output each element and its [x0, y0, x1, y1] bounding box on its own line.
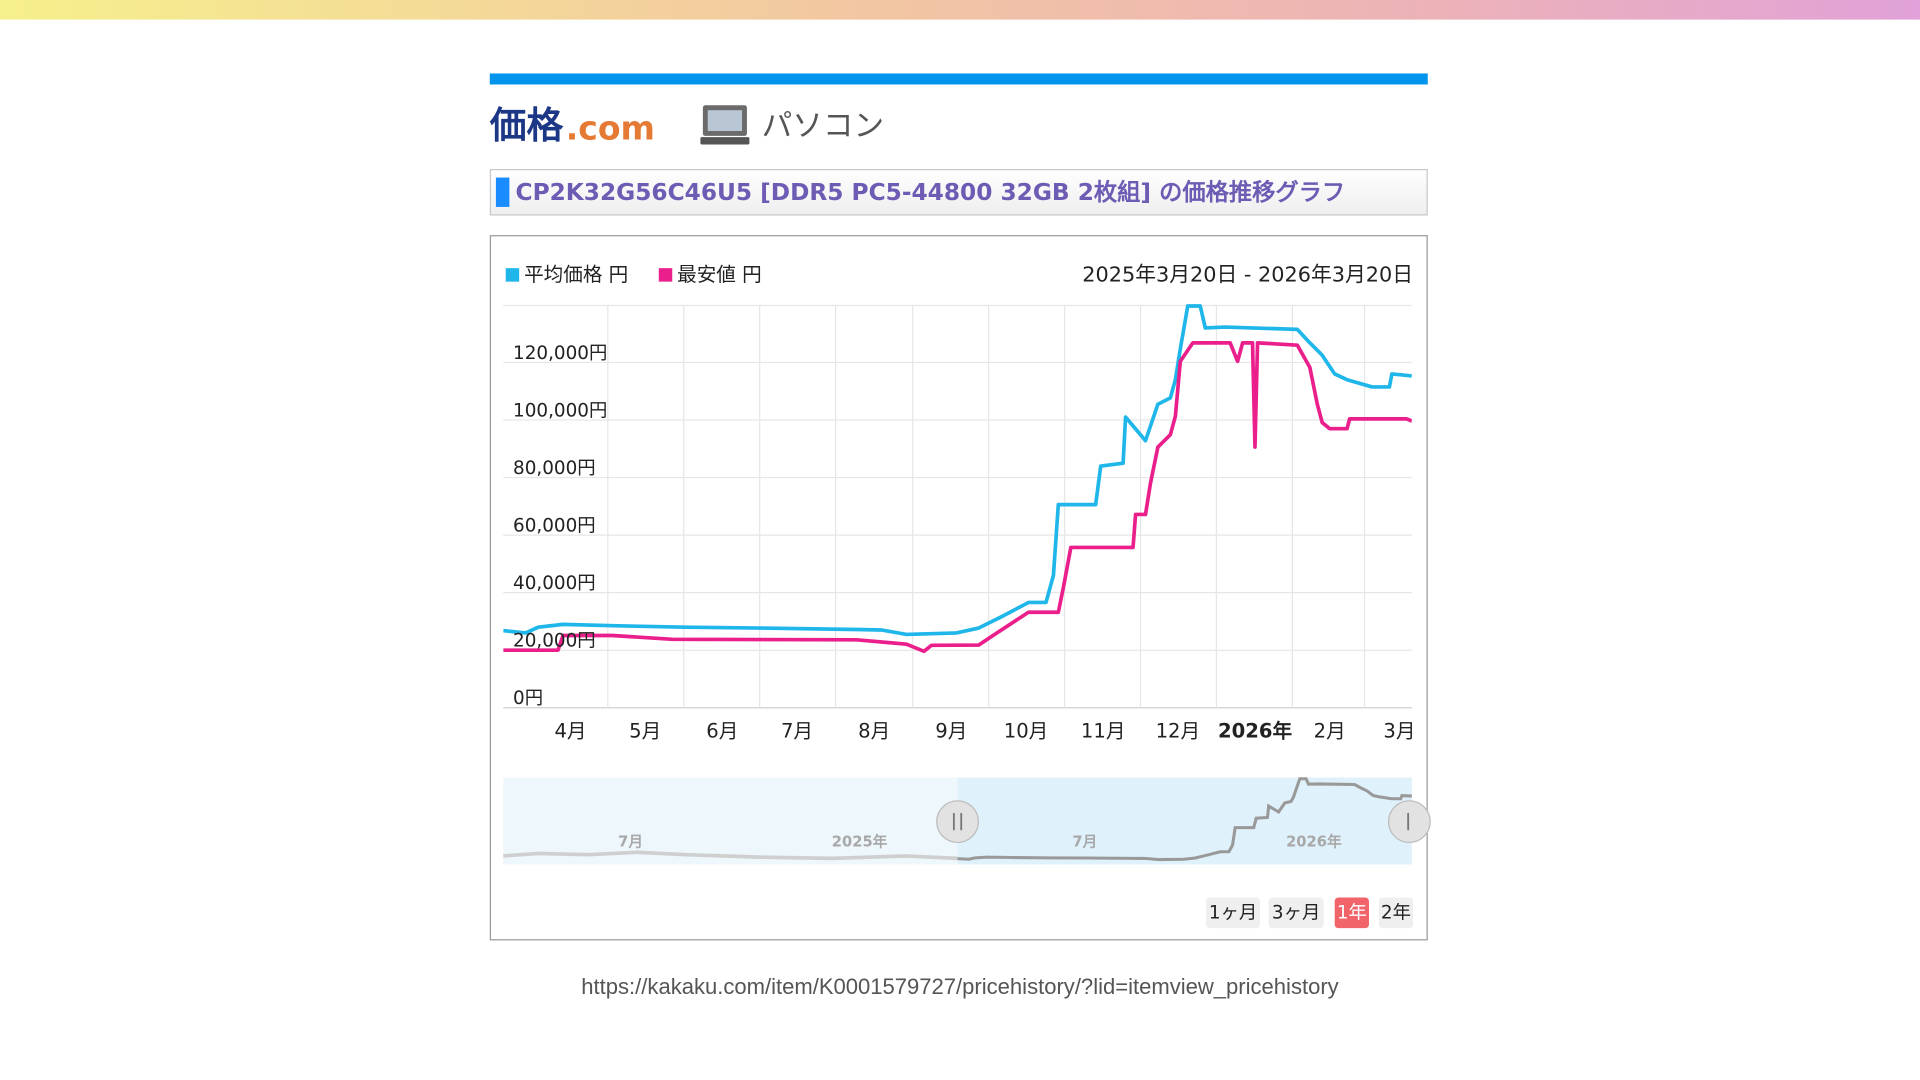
x-axis: 4月 5月 6月 7月 8月 9月 10月 11月 12月 2026年 2月 3月	[554, 720, 1415, 743]
range-button-label[interactable]: 1年	[1337, 902, 1367, 923]
series-line	[503, 304, 1412, 637]
chart-title: CP2K32G56C46U5 [DDR5 PC5-44800 32GB 2枚組]…	[516, 179, 1346, 206]
series-line	[503, 341, 1412, 654]
range-button-label[interactable]: 1ヶ月	[1209, 902, 1257, 923]
x-tick-label: 2026年	[1218, 720, 1292, 743]
x-tick-label: 12月	[1156, 720, 1201, 743]
navigator-line	[957, 777, 1412, 862]
x-tick-label: 2月	[1314, 720, 1346, 743]
x-tick-label: 5月	[629, 720, 661, 743]
y-tick-label: 120,000円	[513, 343, 607, 364]
logo-name: 価格	[489, 104, 564, 147]
x-tick-label: 11月	[1081, 720, 1126, 743]
grid	[503, 304, 1412, 709]
date-range: 2025年3月20日 - 2026年3月20日	[1082, 263, 1413, 287]
top-gradient	[0, 0, 1920, 20]
y-tick-label: 20,000円	[513, 631, 596, 652]
y-tick-label: 80,000円	[513, 458, 596, 479]
header-bar	[489, 73, 1428, 85]
x-tick-label: 6月	[706, 720, 738, 743]
navigator-handles[interactable]	[936, 800, 1431, 844]
navigator-label: 7月	[1072, 833, 1097, 850]
range-button-label[interactable]: 3ヶ月	[1272, 902, 1320, 923]
y-tick-label: 60,000円	[513, 516, 596, 537]
logo-domain: .com	[566, 108, 655, 147]
x-tick-label: 4月	[554, 720, 586, 743]
range-button[interactable]	[1206, 897, 1260, 929]
legend-label: 最安値 円	[677, 263, 762, 286]
navigator-label: 2026年	[1286, 832, 1342, 850]
title-marker	[495, 177, 510, 207]
title-box	[489, 168, 1428, 216]
x-tick-label: 10月	[1004, 720, 1049, 743]
navigator-label: 2025年	[832, 832, 888, 850]
y-axis: 0円 20,000円 40,000円 60,000円 80,000円 100,000円 12…	[513, 343, 607, 709]
y-tick-label: 40,000円	[513, 573, 596, 594]
source-url: https://kakaku.com/item/K0001579727/pric…	[581, 974, 1338, 999]
range-button[interactable]	[1268, 897, 1324, 929]
range-button-label[interactable]: 2年	[1381, 902, 1411, 923]
legend-swatch	[505, 268, 520, 282]
category-name: パソコン	[762, 109, 884, 144]
legend: 平均価格 円 最安値 円	[505, 263, 762, 286]
x-tick-label: 7月	[781, 720, 813, 743]
y-tick-label: 0円	[513, 688, 543, 709]
range-buttons: 1ヶ月 3ヶ月 1年 2年	[1206, 897, 1414, 929]
navigator	[503, 777, 1412, 865]
range-button[interactable]	[1334, 897, 1369, 929]
navigator-labels: 7月 2025年 7月 2026年	[618, 832, 1342, 850]
x-tick-label: 9月	[935, 720, 967, 743]
legend-label: 平均価格 円	[524, 263, 628, 286]
pc-icon	[700, 105, 750, 145]
navigator-label: 7月	[618, 833, 643, 850]
plot	[503, 304, 1412, 654]
y-tick-label: 100,000円	[513, 400, 607, 421]
legend-swatch	[658, 268, 673, 282]
x-tick-label: 8月	[858, 720, 890, 743]
x-tick-label: 3月	[1383, 720, 1415, 743]
range-button[interactable]	[1378, 897, 1414, 929]
